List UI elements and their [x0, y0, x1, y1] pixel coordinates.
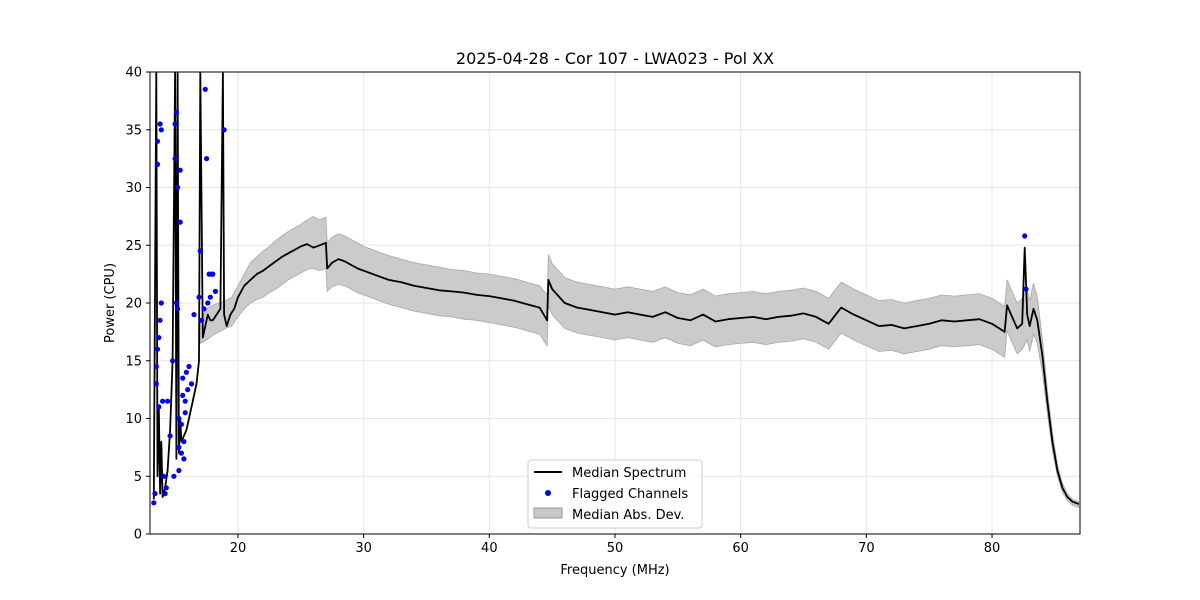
legend-dot-swatch	[545, 490, 551, 496]
y-tick-label: 25	[125, 239, 142, 254]
flagged-channel-point	[185, 387, 191, 393]
flagged-channel-point	[221, 127, 227, 133]
x-tick-label: 60	[732, 541, 749, 556]
flagged-channel-point	[158, 127, 164, 133]
flagged-channel-point	[156, 404, 162, 410]
flagged-channel-point	[176, 415, 182, 422]
flagged-channel-point	[212, 288, 218, 294]
flagged-channel-point	[152, 491, 158, 497]
y-tick-label: 15	[125, 354, 142, 369]
flagged-channel-point	[186, 363, 192, 370]
flagged-channel-point	[165, 398, 171, 404]
x-tick-label: 70	[858, 541, 875, 556]
y-tick-label: 5	[134, 470, 142, 485]
y-axis: 0 5 10 15 20 25 30 35 40	[125, 66, 150, 543]
mad-band-layer	[199, 215, 1080, 508]
legend-label-flagged: Flagged Channels	[572, 487, 688, 502]
flagged-channel-point	[191, 312, 197, 318]
flagged-channel-point	[157, 317, 163, 323]
flagged-channel-point	[167, 433, 173, 439]
flagged-channel-point	[158, 300, 164, 306]
flagged-channel-point	[170, 358, 176, 364]
x-tick-label: 40	[481, 541, 498, 556]
flagged-channel-point	[173, 109, 179, 115]
flagged-channel-point	[182, 398, 188, 404]
flagged-channel-point	[204, 156, 210, 162]
flagged-channel-point	[153, 381, 159, 387]
y-tick-label: 10	[125, 412, 142, 427]
flagged-channel-point	[173, 300, 179, 306]
y-tick-label: 35	[125, 123, 142, 138]
flagged-channel-point	[153, 363, 159, 370]
y-axis-label: Power (CPU)	[103, 263, 118, 343]
flagged-channel-point	[177, 167, 183, 173]
flagged-channel-point	[178, 421, 184, 427]
flagged-channel-point	[183, 369, 189, 375]
flagged-channel-point	[207, 294, 213, 300]
flagged-channel-point	[198, 317, 205, 323]
flagged-channel-point	[175, 306, 181, 312]
flagged-channel-point	[160, 398, 166, 404]
flagged-channel-point	[205, 300, 211, 306]
flagged-channel-point	[182, 410, 188, 416]
flagged-channel-point	[151, 500, 157, 506]
flagged-channel-point	[162, 491, 168, 497]
x-axis-label: Frequency (MHz)	[560, 563, 669, 578]
flagged-channel-point	[172, 121, 178, 127]
y-tick-label: 40	[125, 66, 142, 81]
x-tick-label: 20	[230, 541, 247, 556]
flagged-channel-point	[202, 86, 208, 92]
flagged-channel-point	[178, 450, 184, 456]
flagged-channel-point	[161, 473, 167, 479]
legend-label-mad: Median Abs. Dev.	[572, 508, 684, 523]
legend: Median Spectrum Flagged Channels Median …	[527, 459, 703, 529]
flagged-channel-point	[176, 467, 182, 474]
x-axis: 20 30 40 50 60 70 80	[230, 534, 1001, 556]
flagged-channel-point	[210, 271, 216, 277]
flagged-channel-point	[180, 375, 186, 381]
flagged-channel-point	[180, 392, 186, 398]
flagged-channel-point	[156, 335, 162, 341]
flagged-channel-point	[181, 456, 187, 462]
flagged-channel-point	[176, 444, 182, 450]
flagged-channel-point	[197, 248, 203, 254]
x-tick-label: 30	[355, 541, 372, 556]
median-spectrum-line	[152, 72, 1080, 505]
flagged-points-layer	[151, 86, 1029, 506]
y-tick-label: 0	[134, 528, 142, 543]
flagged-channel-point	[157, 121, 163, 127]
flagged-channel-point	[172, 156, 178, 162]
flagged-channel-point	[171, 473, 177, 479]
flagged-channel-point	[1022, 233, 1028, 239]
legend-patch-swatch	[533, 507, 563, 519]
flagged-channel-point	[1023, 286, 1029, 292]
legend-label-median: Median Spectrum	[572, 466, 686, 481]
legend-box	[527, 459, 703, 529]
flagged-channel-point	[154, 138, 161, 144]
flagged-channel-point	[188, 381, 195, 387]
x-tick-label: 50	[607, 541, 624, 556]
y-tick-label: 30	[125, 181, 142, 196]
flagged-channel-point	[181, 439, 187, 445]
x-tick-label: 80	[984, 541, 1001, 556]
flagged-channel-point	[177, 219, 183, 225]
flagged-channel-point	[163, 485, 169, 491]
flagged-channel-point	[154, 346, 161, 352]
mad-band	[199, 215, 1080, 508]
flagged-channel-point	[175, 184, 181, 191]
flagged-channel-point	[201, 306, 207, 312]
flagged-channel-point	[196, 294, 202, 300]
chart-title: 2025-04-28 - Cor 107 - LWA023 - Pol XX	[456, 49, 774, 68]
median-line-layer	[152, 72, 1080, 505]
y-tick-label: 20	[125, 297, 142, 312]
flagged-channel-point	[154, 161, 161, 167]
